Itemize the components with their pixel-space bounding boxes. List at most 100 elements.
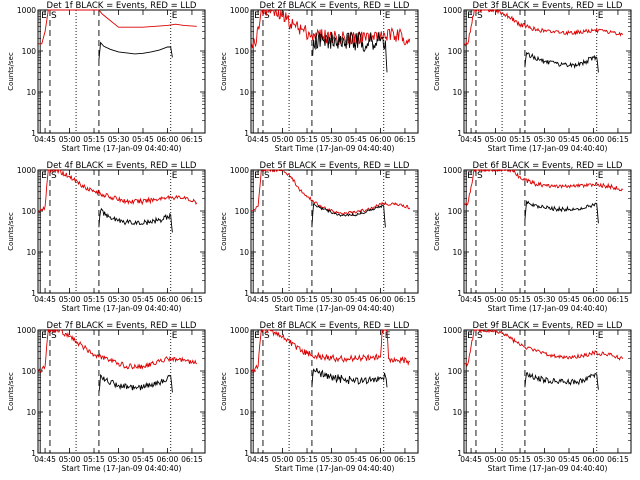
y-tick-label: 100 <box>22 207 37 216</box>
plot-frame <box>250 329 419 454</box>
marker-label: S <box>477 331 483 341</box>
series-line-events <box>98 207 173 233</box>
marker-label: E <box>254 11 260 21</box>
x-tick-label: 05:30 <box>108 295 130 304</box>
y-tick-label: 100 <box>235 47 250 56</box>
marker-label: S <box>51 331 57 341</box>
plot-frame <box>250 9 419 134</box>
series-line-events <box>98 373 173 393</box>
x-tick-label: 06:00 <box>583 135 605 144</box>
marker-label: E <box>41 331 47 341</box>
series-line-lld <box>464 328 624 368</box>
y-tick-label: 100 <box>235 207 250 216</box>
plot-frame <box>250 169 419 294</box>
y-tick-label: 10 <box>239 88 249 97</box>
x-tick-label: 05:45 <box>558 455 580 464</box>
plot-frame <box>463 329 632 454</box>
y-tick-label: 1000 <box>230 6 249 15</box>
y-tick-label: 1000 <box>443 6 462 15</box>
detector-panel-9: Det 9f BLACK = Events, RED = LLD 1 10 100 10… <box>433 321 632 473</box>
x-tick-label: 06:15 <box>181 455 203 464</box>
y-tick-label: 1 <box>31 449 36 458</box>
marker-label: E <box>172 331 178 341</box>
y-tick-label: 1000 <box>230 166 249 175</box>
x-tick-label: 05:15 <box>509 295 531 304</box>
x-tick-label: 04:45 <box>460 135 482 144</box>
x-tick-label: 04:45 <box>34 455 56 464</box>
x-tick-label: 05:15 <box>296 295 318 304</box>
x-tick-label: 05:00 <box>485 135 507 144</box>
x-tick-label: 05:45 <box>345 295 367 304</box>
series-line-lld <box>251 8 411 49</box>
x-tick-label: 05:00 <box>59 295 81 304</box>
x-tick-label: 05:30 <box>108 135 130 144</box>
x-tick-label: 05:00 <box>485 455 507 464</box>
x-tick-label: 06:00 <box>370 295 392 304</box>
x-tick-label: 06:15 <box>607 135 629 144</box>
y-tick-label: 1 <box>244 129 249 138</box>
plot-frame <box>37 169 206 294</box>
series-line-lld <box>38 9 197 45</box>
x-tick-label: 05:15 <box>83 135 105 144</box>
x-tick-label: 05:15 <box>296 455 318 464</box>
series-line-events <box>524 372 599 390</box>
detector-panel-2: Det 2f BLACK = Events, RED = LLD 1 10 100 10… <box>220 1 419 153</box>
x-tick-label: 04:45 <box>247 455 269 464</box>
x-axis-label: Start Time (17-Jan-09 04:40:40) <box>62 144 182 153</box>
x-tick-label: 06:15 <box>181 295 203 304</box>
x-tick-label: 05:30 <box>534 295 556 304</box>
panel-title: Det 4f BLACK = Events, RED = LLD <box>47 161 197 171</box>
panel-title: Det 6f BLACK = Events, RED = LLD <box>473 161 623 171</box>
y-tick-label: 10 <box>452 88 462 97</box>
detector-panel-7: Det 7f BLACK = Events, RED = LLD 1 10 100 10… <box>7 321 206 473</box>
x-tick-label: 04:45 <box>247 135 269 144</box>
marker-label: S <box>264 331 270 341</box>
x-tick-label: 05:45 <box>132 135 154 144</box>
y-tick-label: 10 <box>26 408 36 417</box>
y-tick-label: 100 <box>448 47 463 56</box>
x-axis-label: Start Time (17-Jan-09 04:40:40) <box>62 304 182 313</box>
marker-label: E <box>172 11 178 21</box>
marker-label: E <box>598 171 604 181</box>
x-tick-label: 06:15 <box>394 295 416 304</box>
panel-title: Det 8f BLACK = Events, RED = LLD <box>260 321 410 331</box>
x-tick-label: 05:45 <box>345 455 367 464</box>
y-tick-label: 100 <box>22 367 37 376</box>
x-tick-label: 05:45 <box>558 135 580 144</box>
y-axis-label: Counts/sec <box>220 52 228 91</box>
x-axis-label: Start Time (17-Jan-09 04:40:40) <box>275 464 395 473</box>
marker-label: E <box>41 171 47 181</box>
series-line-lld <box>251 328 411 373</box>
x-tick-label: 05:15 <box>83 455 105 464</box>
marker-label: E <box>172 171 178 181</box>
x-tick-label: 04:45 <box>460 295 482 304</box>
marker-label: E <box>41 11 47 21</box>
x-axis-label: Start Time (17-Jan-09 04:40:40) <box>275 144 395 153</box>
x-tick-label: 06:15 <box>181 135 203 144</box>
marker-label: S <box>51 11 57 21</box>
y-tick-label: 1000 <box>17 6 36 15</box>
plot-frame <box>463 9 632 134</box>
x-tick-label: 06:00 <box>583 455 605 464</box>
x-tick-label: 05:30 <box>321 295 343 304</box>
y-tick-label: 10 <box>239 408 249 417</box>
series-line-events <box>311 367 388 388</box>
x-tick-label: 06:15 <box>607 295 629 304</box>
series-line-lld <box>251 168 411 217</box>
y-tick-label: 1 <box>457 129 462 138</box>
plot-frame <box>37 9 206 134</box>
y-axis-label: Counts/sec <box>220 212 228 251</box>
y-tick-label: 1 <box>31 129 36 138</box>
marker-label: E <box>598 11 604 21</box>
y-tick-label: 1000 <box>443 326 462 335</box>
x-tick-label: 05:30 <box>321 455 343 464</box>
series-line-events <box>524 199 599 224</box>
x-tick-label: 05:00 <box>272 455 294 464</box>
y-axis-label: Counts/sec <box>433 52 441 91</box>
x-tick-label: 05:00 <box>485 295 507 304</box>
detector-panel-5: Det 5f BLACK = Events, RED = LLD 1 10 100 10… <box>220 161 419 313</box>
detector-panel-1: Det 1f BLACK = Events, RED = LLD 1 10 100 10… <box>7 1 206 153</box>
y-tick-label: 1 <box>457 449 462 458</box>
x-tick-label: 05:00 <box>59 455 81 464</box>
panel-title: Det 5f BLACK = Events, RED = LLD <box>260 161 410 171</box>
